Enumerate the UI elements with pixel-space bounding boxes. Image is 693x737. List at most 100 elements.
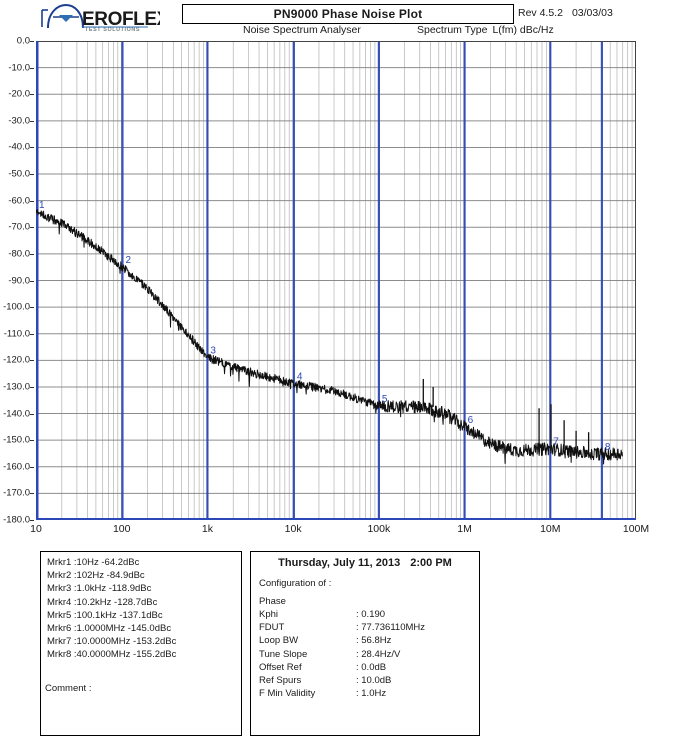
page-title: PN9000 Phase Noise Plot	[273, 7, 423, 21]
spectrum-type-value: L(fm) dBc/Hz	[492, 24, 554, 36]
plot-canvas: 1 2 3 4 5 6 7 8	[36, 41, 636, 520]
marker-readout-line: Mrkr1 :10Hz -64.2dBc	[47, 557, 140, 568]
phase-noise-plot: 1 2 3 4 5 6 7 8	[36, 41, 636, 520]
y-axis-tick-label: -20.0	[8, 88, 30, 100]
plot-title-box: PN9000 Phase Noise Plot	[182, 4, 514, 24]
comment-label: Comment :	[45, 683, 92, 694]
x-axis-tick-label: 10k	[284, 523, 302, 535]
svg-text:7: 7	[553, 437, 559, 448]
y-axis-tick	[30, 227, 34, 229]
aeroflex-logo-mark: EROFLEX TEST SOLUTIONS	[41, 3, 160, 32]
config-value: : 0.190	[356, 609, 386, 620]
revision-info: Rev 4.5.2 03/03/03	[518, 7, 622, 19]
x-axis-tick-label: 1k	[201, 523, 213, 535]
y-axis-tick	[30, 200, 34, 202]
revision-number: Rev 4.5.2	[518, 7, 563, 19]
marker-readout-line: Mrkr3 :1.0kHz -118.9dBc	[47, 583, 152, 595]
x-axis-labels: 10 100 1k 10k 100k 1M 10M 100M	[0, 523, 693, 539]
spectrum-type: Spectrum Type L(fm) dBc/Hz	[417, 24, 559, 36]
y-axis-tick	[30, 466, 34, 468]
marker-readout-line: Mrkr6 :1.0000MHz -145.0dBc	[47, 623, 172, 634]
y-axis-tick-label: -150.0	[3, 434, 30, 446]
config-key: Kphi	[259, 609, 279, 620]
marker-readout-panel: Mrkr1 :10Hz -64.2dBc Mrkr2 :102Hz -84.9dB…	[40, 551, 242, 736]
y-axis-tick-label: -100.0	[3, 301, 30, 313]
x-axis-tick-label: 100M	[622, 523, 650, 535]
y-axis-tick	[30, 67, 34, 69]
svg-text:TEST SOLUTIONS: TEST SOLUTIONS	[85, 27, 140, 32]
y-axis-tick	[30, 360, 34, 362]
measurement-datetime: Thursday, July 11, 2013 2:00 PM	[251, 557, 479, 569]
spectrum-type-label: Spectrum Type	[417, 24, 488, 36]
y-axis-tick-label: -130.0	[3, 381, 30, 393]
y-axis-tick	[30, 94, 34, 96]
y-axis-tick-label: -50.0	[8, 168, 30, 180]
y-axis-tick-label: -60.0	[8, 195, 30, 207]
y-axis-tick	[30, 253, 34, 255]
x-axis-tick-label: 10M	[540, 523, 561, 535]
y-axis-tick	[30, 41, 34, 42]
config-value: : 77.736110MHz	[356, 622, 426, 634]
marker-readout-line: Mrkr5 :100.1kHz -137.1dBc	[47, 609, 163, 621]
y-axis-tick-label: 0.0	[16, 35, 30, 47]
analyser-mode-label: Noise Spectrum Analyser	[243, 24, 361, 36]
y-axis-tick	[30, 413, 34, 415]
x-axis-tick-label: 10	[30, 523, 42, 535]
svg-text:8: 8	[605, 442, 611, 453]
aeroflex-logo: EROFLEX TEST SOLUTIONS	[38, 2, 160, 32]
config-key: Loop BW	[259, 635, 299, 647]
y-axis-tick	[30, 440, 34, 442]
config-key: Tune Slope	[259, 648, 308, 660]
config-key: FDUT	[259, 622, 285, 634]
measurement-date: Thursday, July 11, 2013	[278, 557, 401, 569]
y-axis-tick-label: -110.0	[3, 328, 30, 340]
y-axis-tick	[30, 147, 34, 149]
svg-text:5: 5	[382, 394, 388, 405]
config-value: : 0.0dB	[356, 661, 387, 673]
y-axis-tick	[30, 333, 34, 335]
page-header: EROFLEX TEST SOLUTIONS PN9000 Phase Nois…	[0, 0, 693, 38]
y-axis-tick	[30, 520, 34, 521]
svg-text:EROFLEX: EROFLEX	[82, 9, 160, 30]
x-axis-tick-label: 100k	[367, 523, 391, 535]
y-axis-tick	[30, 307, 34, 309]
svg-text:3: 3	[210, 345, 216, 356]
header-subtitle-row: Noise Spectrum Analyser Spectrum Type L(f…	[0, 24, 693, 38]
svg-text:1: 1	[39, 200, 45, 211]
y-axis-tick-label: -40.0	[8, 141, 30, 153]
y-axis-labels: 0.0 -10.0 -20.0 -30.0 -40.0 -50.0 -60.0 -70.0 -8…	[0, 36, 34, 526]
y-axis-tick-label: -160.0	[3, 461, 30, 473]
y-axis-tick	[30, 120, 34, 122]
y-axis-tick	[30, 280, 34, 282]
y-axis-tick-label: -90.0	[8, 275, 30, 286]
x-axis-tick-label: 100	[112, 523, 131, 535]
config-key: Offset Ref	[259, 661, 302, 673]
x-axis-tick-label: 1M	[457, 523, 472, 535]
svg-text:4: 4	[297, 371, 303, 382]
config-value: : 56.8Hz	[356, 635, 392, 647]
y-axis-tick-label: -30.0	[8, 115, 30, 127]
svg-text:2: 2	[125, 255, 131, 266]
revision-date: 03/03/03	[571, 7, 613, 19]
y-axis-tick-label: -170.0	[3, 487, 30, 499]
configuration-panel: Thursday, July 11, 2013 2:00 PM Configura…	[250, 551, 480, 736]
y-axis-tick	[30, 386, 34, 388]
y-axis-tick-label: -10.0	[8, 62, 30, 74]
y-axis-tick-label: -80.0	[8, 248, 30, 260]
svg-text:6: 6	[468, 415, 474, 426]
configuration-of-label: Configuration of :	[259, 578, 332, 589]
y-axis-tick-label: -70.0	[8, 221, 30, 233]
config-mode: Phase	[259, 596, 286, 607]
marker-readout-line: Mrkr2 :102Hz -84.9dBc	[47, 570, 145, 582]
marker-readout-line: Mrkr8 :40.0000MHz -155.2dBc	[47, 649, 177, 661]
config-value: : 10.0dB	[356, 675, 392, 686]
y-axis-tick	[30, 174, 34, 176]
config-value: : 28.4Hz/V	[356, 648, 401, 660]
config-key: F Min Validity	[259, 688, 316, 700]
marker-readout-line: Mrkr7 :10.0000MHz -153.2dBc	[47, 636, 177, 648]
y-axis-tick-label: -140.0	[3, 408, 30, 420]
y-axis-tick	[30, 493, 34, 495]
marker-readout-line: Mrkr4 :10.2kHz -128.7dBc	[47, 596, 158, 608]
y-axis-tick-label: -120.0	[3, 354, 30, 366]
y-axis-tick-label: -180.0	[3, 514, 30, 526]
